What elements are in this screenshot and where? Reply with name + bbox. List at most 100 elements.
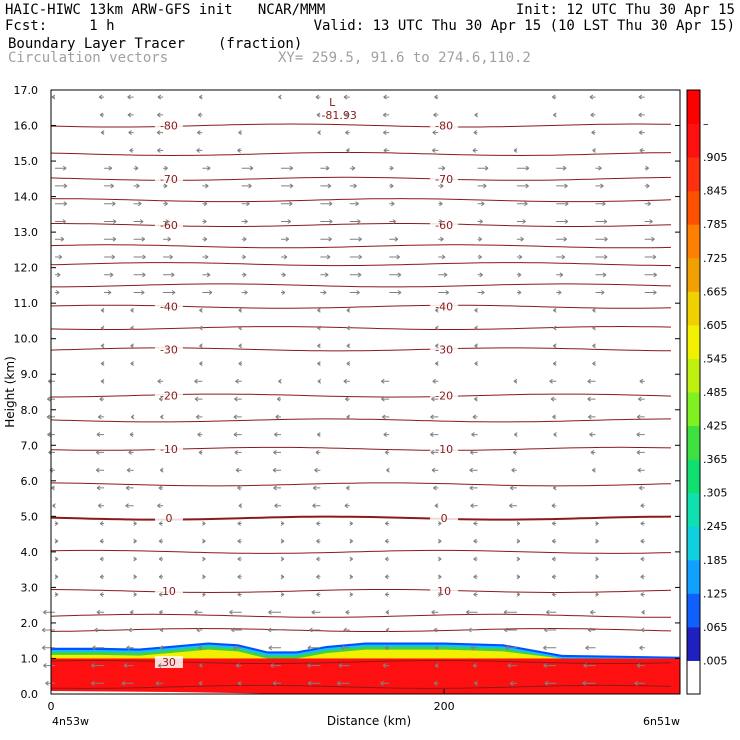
circulation-vector: [595, 183, 604, 189]
circulation-vector: [477, 272, 483, 278]
circulation-vector: [275, 414, 281, 420]
circulation-vector: [438, 165, 446, 171]
field-units: (fraction): [218, 36, 303, 52]
contour-label--20: -20: [160, 390, 178, 403]
colorbar-swatch: [687, 90, 700, 125]
circulation-vector: [133, 236, 146, 242]
circulation-vector: [644, 254, 657, 260]
circulation-vector: [317, 361, 321, 367]
circulation-vector: [51, 485, 55, 491]
circulation-vector: [384, 645, 390, 651]
circulation-vector: [551, 592, 557, 597]
y-tick-label: 11.0: [14, 297, 39, 310]
circulation-vector: [509, 503, 517, 509]
circulation-vector: [438, 254, 446, 260]
circulation-vector: [55, 219, 66, 224]
circulation-vector: [553, 112, 557, 118]
circulation-vector: [317, 378, 322, 384]
circulation-vector: [163, 236, 171, 242]
circulation-vector: [199, 307, 203, 313]
circulation-vector: [349, 183, 357, 189]
colorbar-swatch: [687, 257, 700, 292]
temperature-contour--20: [51, 393, 672, 398]
circulation-vector: [551, 503, 557, 509]
circulation-vector: [472, 414, 478, 420]
circulation-vector: [159, 467, 164, 473]
circulation-vector: [47, 378, 55, 384]
circulation-vector: [274, 432, 281, 438]
circulation-vector: [503, 609, 517, 615]
temperature-contour: [50, 198, 672, 203]
circulation-vector: [97, 414, 105, 420]
circulation-vector: [98, 94, 105, 100]
circulation-vector: [100, 325, 105, 331]
circulation-vector: [235, 467, 242, 473]
colorbar-tick-label: .605: [703, 319, 728, 332]
circulation-vector: [237, 485, 242, 491]
circulation-vector: [385, 627, 390, 633]
contour-label-bg: [430, 389, 459, 402]
circulation-vector: [345, 609, 350, 615]
circulation-vector: [309, 627, 321, 633]
colorbar-swatch: [687, 425, 700, 460]
circulation-vector: [383, 432, 390, 438]
circulation-vector: [640, 592, 645, 597]
circulation-vector: [241, 201, 250, 207]
circulation-vector: [196, 627, 203, 633]
circulation-vector: [163, 165, 168, 171]
circulation-vector: [512, 449, 517, 455]
temperature-contour: [51, 283, 672, 288]
circulation-vector: [552, 325, 557, 331]
temperature-contour: [50, 262, 672, 267]
circulation-vector: [349, 219, 361, 224]
circulation-vector: [157, 94, 164, 100]
y-tick-label: 12.0: [14, 262, 39, 275]
y-tick-label: 9.0: [21, 368, 39, 381]
tracer-fill-layer: [51, 642, 680, 694]
circulation-vector: [556, 236, 567, 242]
circulation-vector: [100, 130, 105, 136]
circulation-vector: [431, 467, 439, 473]
temperature-contour-10: [50, 589, 672, 594]
circulation-vector: [281, 272, 286, 278]
y-tick-label: 17.0: [14, 84, 39, 97]
circulation-vector: [636, 432, 645, 438]
colorbar-tick-label: .365: [703, 453, 728, 466]
circulation-vector: [505, 645, 517, 651]
circulation-vector: [344, 503, 350, 509]
circulation-vector: [389, 201, 395, 207]
circulation-vector: [54, 574, 59, 580]
colorbar-swatch: [687, 123, 700, 158]
x-tick-label: 0: [48, 700, 55, 713]
circulation-vector: [95, 449, 105, 455]
circulation-vector: [470, 449, 478, 455]
circulation-vector: [516, 183, 529, 189]
circulation-vector: [385, 609, 390, 615]
circulation-vector: [434, 663, 439, 669]
circulation-vector: [268, 645, 281, 651]
circulation-vector: [104, 165, 113, 171]
circulation-vector: [104, 183, 114, 189]
circulation-vector: [267, 627, 281, 633]
circulation-vector: [100, 343, 105, 349]
colorbar-tick-label: .125: [703, 587, 728, 600]
circulation-vector: [346, 307, 351, 313]
circulation-vector: [477, 183, 487, 189]
circulation-vector: [469, 467, 478, 473]
circulation-vector: [55, 201, 68, 207]
circulation-vector: [91, 663, 105, 669]
circulation-vector: [516, 521, 521, 526]
circulation-vector: [273, 485, 281, 491]
contour-label--10: -10: [160, 443, 178, 456]
colorbar-tick-label: .245: [703, 520, 728, 533]
circulation-vector: [438, 183, 444, 189]
circulation-vector: [241, 219, 248, 224]
circulation-vector: [438, 556, 442, 562]
circulation-vector: [158, 521, 164, 526]
circulation-vector: [133, 201, 142, 207]
circulation-vector: [241, 183, 252, 189]
circulation-vector: [469, 485, 478, 491]
colorbar-swatch: [687, 291, 700, 326]
circulation-vector: [471, 432, 478, 438]
circulation-vector: [556, 165, 567, 171]
